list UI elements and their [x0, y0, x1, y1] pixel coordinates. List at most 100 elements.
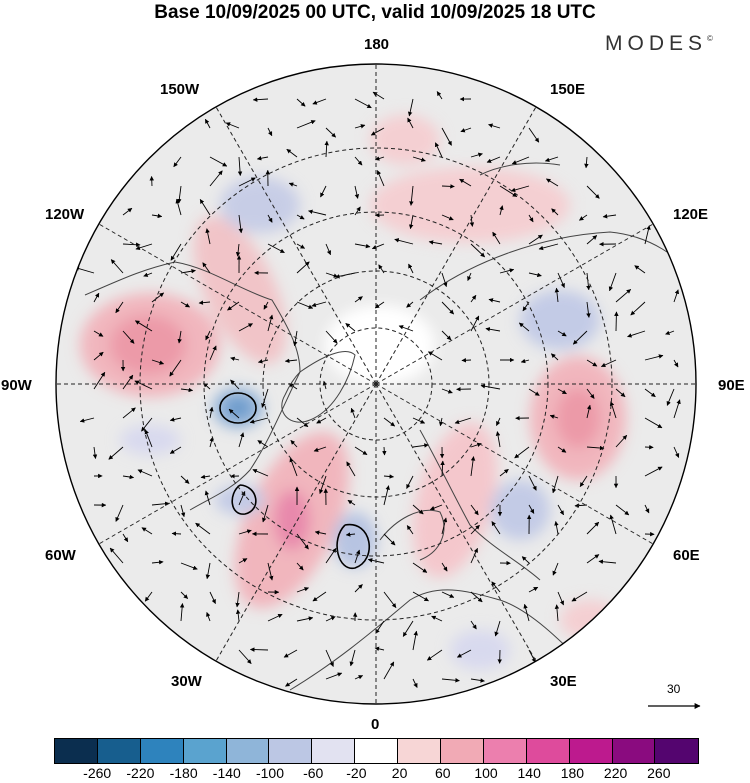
wind-arrow [644, 388, 656, 398]
meridian-line [375, 383, 654, 545]
colorbar-tick-label: -220 [126, 765, 155, 781]
wind-arrow [557, 272, 565, 288]
wind-arrow [486, 156, 501, 163]
wind-arrow [180, 387, 194, 393]
modes-logo: MODES© [605, 32, 713, 56]
wind-arrow [376, 170, 385, 187]
wind-arrow [267, 243, 285, 254]
contour-lines [219, 392, 370, 569]
wind-arrow [151, 501, 170, 506]
wind-arrow [238, 323, 253, 332]
colorbar-swatch [612, 739, 656, 763]
wind-arrow [554, 521, 559, 535]
wind-arrow [434, 142, 443, 158]
wind-arrow [538, 243, 559, 251]
wind-arrow [324, 140, 329, 158]
colorbar-tick-label: -140 [212, 765, 241, 781]
wind-arrow [296, 120, 316, 129]
wind-arrow [238, 649, 252, 664]
vector-scale-label: 30 [667, 682, 681, 696]
wind-arrow [286, 148, 298, 158]
wind-arrow [173, 156, 182, 168]
wind-arrow [494, 620, 501, 637]
colorbar-tick-label: 140 [517, 765, 541, 781]
wind-arrow [586, 185, 600, 199]
wind-arrow [586, 521, 600, 535]
wind-arrow [249, 647, 269, 652]
wind-arrow [151, 560, 164, 565]
wind-arrow [644, 504, 650, 514]
wind-arrow [470, 152, 483, 158]
wind-arrow [528, 475, 537, 491]
wind-arrow [673, 446, 680, 458]
wind-arrow [209, 591, 216, 604]
wind-arrow [470, 243, 486, 258]
wind-arrow [518, 322, 530, 332]
wind-arrow [350, 407, 356, 419]
wind-arrow [528, 388, 540, 396]
lon-label-120w: 120W [45, 206, 85, 223]
wind-arrow [523, 603, 530, 622]
wind-arrow [296, 214, 305, 220]
wind-arrow [412, 591, 429, 602]
wind-arrow [122, 330, 135, 344]
wind-arrow [412, 443, 429, 448]
wind-arrow [354, 549, 361, 564]
wind-arrow [228, 408, 240, 419]
colorbar-tick-label: 100 [474, 765, 498, 781]
wind-arrow [198, 300, 211, 305]
wind-arrow [92, 446, 98, 459]
wind-arrow [407, 117, 414, 129]
wind-arrow [144, 591, 153, 602]
wind-arrow [557, 504, 564, 516]
wind-arrow [549, 414, 559, 419]
wind-arrow [552, 475, 559, 494]
wind-arrow [122, 374, 134, 390]
wind-arrow [586, 554, 600, 564]
wind-arrow [180, 591, 189, 599]
wind-arrow [349, 649, 356, 667]
wind-arrow [383, 533, 396, 546]
wind-arrow [412, 678, 418, 688]
wind-arrow [180, 475, 190, 484]
wind-arrow [284, 358, 298, 364]
wind-arrow [438, 417, 444, 427]
wind-arrow [454, 417, 472, 425]
wind-arrow [584, 156, 589, 169]
wind-arrow [374, 156, 385, 161]
map-title: Base 10/09/2025 00 UTC, valid 10/09/2025… [154, 2, 596, 23]
lon-label-30e: 30E [550, 673, 577, 690]
wind-arrow [180, 562, 198, 570]
wind-arrow [460, 127, 472, 133]
wind-arrow [169, 359, 182, 377]
wind-arrow [600, 359, 617, 368]
colorbar-tick-label: -100 [255, 765, 285, 781]
wind-arrow [122, 407, 136, 419]
wind-arrow [521, 556, 530, 564]
wind-arrow [609, 514, 617, 535]
wind-arrow [406, 301, 414, 308]
wind-arrow [325, 243, 332, 256]
wind-arrow [407, 98, 414, 117]
wind-arrow [122, 207, 133, 216]
wind-arrow [615, 504, 630, 516]
wind-arrow [383, 474, 394, 479]
colorbar-swatch [97, 739, 141, 763]
wind-arrow [398, 325, 414, 332]
meridian-line [98, 223, 377, 385]
wind-arrow [470, 678, 485, 683]
wind-arrow [441, 272, 448, 288]
wind-arrow [325, 649, 334, 667]
wind-arrow [180, 301, 190, 308]
wind-arrow [470, 547, 478, 564]
wind-arrow [586, 445, 605, 451]
wind-arrow [180, 268, 196, 274]
wind-arrow [195, 522, 211, 535]
wind-arrow [557, 591, 565, 606]
wind-arrow [644, 225, 651, 245]
wind-arrow [199, 199, 211, 216]
wind-arrow [408, 214, 414, 230]
wind-arrow [296, 417, 309, 428]
wind-arrow [151, 213, 163, 219]
lon-label-60e: 60E [673, 547, 700, 564]
